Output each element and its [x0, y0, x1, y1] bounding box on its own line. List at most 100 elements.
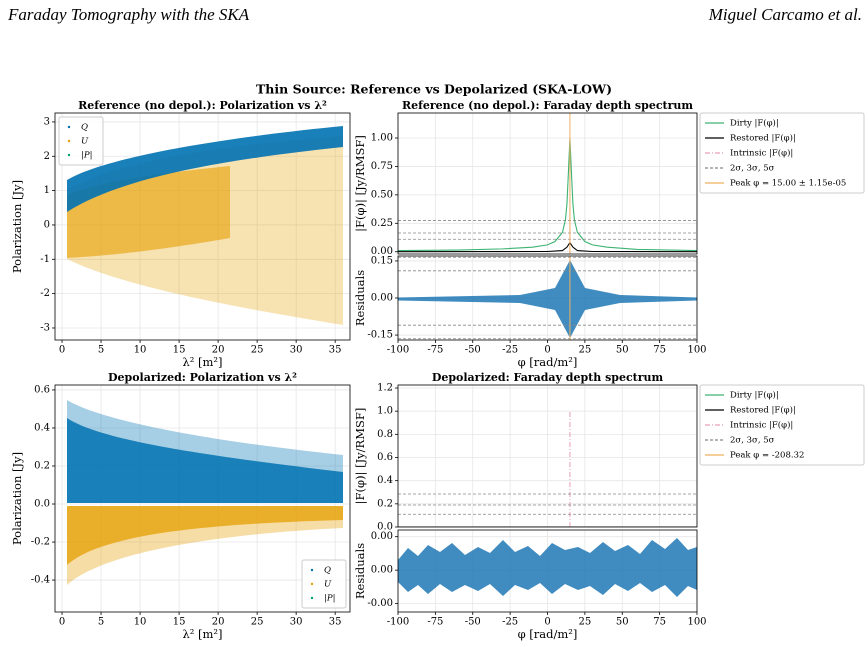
legend-marker [310, 582, 314, 586]
legend-box [699, 112, 865, 194]
x-tick-label: 20 [212, 617, 225, 628]
y-axis-label: Residuals [353, 270, 367, 326]
y-axis-label: |F(φ)| [Jy/RMSF] [353, 408, 368, 505]
y-axis-label: Polarization [Jy] [10, 180, 24, 273]
y-tick-label: 0 [44, 219, 50, 230]
panel-title: Depolarized: Polarization vs λ² [108, 371, 297, 384]
legend-marker [310, 596, 314, 600]
legend-box [58, 116, 104, 166]
y-tick-label: 0.00 [371, 565, 393, 576]
legend-label: Dirty |F(φ)| [730, 390, 779, 401]
x-tick-label: 5 [98, 617, 104, 628]
legend-label: Q [324, 566, 331, 576]
x-axis-label: λ² [m²] [182, 355, 222, 369]
y-tick-label: 0.6 [34, 384, 50, 395]
y-tick-label: 0.4 [34, 422, 50, 433]
residual-area [398, 256, 697, 340]
x-axis-label: φ [rad/m²] [518, 627, 578, 641]
axes-frame [54, 112, 351, 341]
scatter-cloud [67, 418, 343, 503]
x-tick-label: 0 [544, 617, 550, 628]
running-author: Miguel Carcamo et al. [708, 5, 862, 24]
x-tick-label: -75 [427, 345, 443, 356]
x-tick-label: 30 [290, 617, 303, 628]
y-tick-label: -3 [40, 322, 50, 333]
y-tick-label: 0.50 [371, 189, 393, 200]
x-tick-label: 50 [616, 617, 629, 628]
legend-marker [67, 153, 71, 157]
legend-label: Q [81, 123, 88, 133]
running-title: Faraday Tomography with the SKA [7, 5, 250, 24]
x-tick-label: 15 [173, 345, 186, 356]
x-tick-label: 10 [134, 617, 147, 628]
y-tick-label: 0.00 [371, 531, 393, 542]
y-tick-label: 0.75 [371, 161, 393, 172]
legend-box [301, 559, 347, 609]
legend-marker [67, 139, 71, 143]
y-axis-label: |F(φ)| [Jy/RMSF] [353, 135, 368, 232]
panel-title: Reference (no depol.): Faraday depth spe… [402, 99, 693, 112]
legend-label: |P| [81, 151, 92, 161]
y-tick-label: 1 [44, 185, 50, 196]
y-tick-label: 3 [44, 116, 50, 127]
x-tick-label: -25 [502, 617, 518, 628]
y-tick-label: 1.0 [377, 406, 393, 417]
legend-label: |P| [324, 594, 335, 604]
x-tick-label: 75 [653, 617, 666, 628]
y-tick-label: 0.6 [377, 452, 393, 463]
legend-label: 2σ, 3σ, 5σ [730, 436, 775, 446]
x-tick-label: 35 [329, 345, 342, 356]
legend-label: Restored |F(φ)| [730, 405, 796, 416]
residual-band [398, 260, 697, 338]
x-tick-label: 25 [579, 617, 592, 628]
y-tick-label: -0.15 [367, 330, 393, 341]
legend-label: 2σ, 3σ, 5σ [730, 164, 775, 174]
y-tick-label: 0.00 [371, 293, 393, 304]
legend-box [699, 384, 865, 466]
x-tick-label: 25 [579, 345, 592, 356]
panel-title: Reference (no depol.): Polarization vs λ… [78, 99, 327, 112]
x-tick-label: 100 [687, 345, 706, 356]
legend-label: Dirty |F(φ)| [730, 118, 779, 129]
x-tick-label: 5 [98, 345, 104, 356]
legend-label: Intrinsic |F(φ)| [730, 420, 793, 431]
y-tick-label: 0.2 [377, 498, 393, 509]
y-tick-label: -2 [40, 288, 50, 299]
legend-label: Peak φ = 15.00 ± 1.15e-05 [730, 179, 846, 189]
x-tick-label: 20 [212, 345, 225, 356]
axes-frame [397, 384, 698, 528]
x-tick-label: 15 [173, 617, 186, 628]
y-axis-label: Residuals [353, 543, 367, 599]
legend-label: U [324, 580, 332, 590]
axes-frame [54, 384, 351, 613]
residual-band [398, 538, 697, 597]
x-tick-label: 30 [290, 345, 303, 356]
y-tick-label: -0.2 [31, 537, 50, 548]
legend-label: Peak φ = -208.32 [730, 451, 804, 461]
x-axis-label: φ [rad/m²] [518, 355, 578, 369]
x-tick-label: 0 [59, 345, 65, 356]
x-tick-label: -50 [465, 617, 481, 628]
panel-title: Depolarized: Faraday depth spectrum [432, 371, 664, 384]
legend-marker [67, 125, 71, 129]
legend-label: Intrinsic |F(φ)| [730, 148, 793, 159]
scatter-cloud [67, 506, 343, 565]
y-tick-label: 0.0 [34, 499, 50, 510]
y-tick-label: 1.2 [377, 383, 393, 394]
y-axis-label: Polarization [Jy] [10, 452, 24, 545]
y-tick-label: -0.4 [31, 575, 50, 586]
point-clouds [67, 126, 697, 597]
axes-frame [397, 112, 698, 255]
x-tick-label: 35 [329, 617, 342, 628]
x-tick-label: 75 [653, 345, 666, 356]
y-tick-label: -0.00 [367, 598, 393, 609]
x-tick-label: 50 [616, 345, 629, 356]
x-tick-label: 0 [59, 617, 65, 628]
plot-area [398, 411, 697, 527]
x-tick-label: 0 [544, 345, 550, 356]
legend-label: U [81, 137, 89, 147]
x-tick-label: -100 [387, 617, 409, 628]
x-tick-label: -50 [465, 345, 481, 356]
y-tick-label: 0.8 [377, 429, 393, 440]
